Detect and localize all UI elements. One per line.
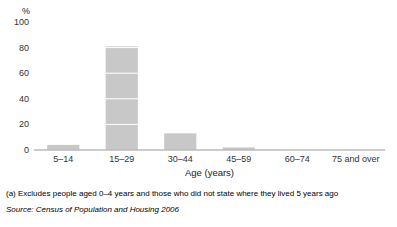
grid-line <box>34 47 385 48</box>
grid-line <box>34 22 385 23</box>
chart: 0 20 40 60 80 100 5–14 15–29 30–44 45–59 60–74 75 a… <box>0 0 397 227</box>
grid-line <box>34 124 385 125</box>
grid <box>34 22 385 150</box>
y-tick-label: 20 <box>19 119 29 129</box>
bars <box>47 46 255 150</box>
x-tick-label: 5–14 <box>53 154 73 164</box>
footnote: Source: Census of Population and Housing… <box>6 205 180 214</box>
x-tick-label: 75 and over <box>332 154 380 164</box>
grid-line <box>34 98 385 99</box>
y-tick-label: 80 <box>19 43 29 53</box>
x-axis-label: Age (years) <box>185 167 234 178</box>
grid-line <box>34 73 385 74</box>
y-tick-label: 60 <box>19 68 29 78</box>
bar <box>106 46 138 150</box>
y-tick-label: 100 <box>14 17 29 27</box>
x-tick-label: 30–44 <box>168 154 193 164</box>
grid-line <box>34 150 385 151</box>
x-axis-line <box>34 150 385 151</box>
bar <box>164 133 196 150</box>
footnote: (a) Excludes people aged 0–4 years and t… <box>6 189 339 198</box>
bar <box>47 145 79 150</box>
y-tick-label: 40 <box>19 94 29 104</box>
x-tick-label: 15–29 <box>109 154 134 164</box>
y-tick-label: 0 <box>24 145 29 155</box>
x-tick-label: 60–74 <box>285 154 310 164</box>
y-axis: 0 20 40 60 80 100 <box>14 17 29 155</box>
y-axis-label: % <box>22 6 30 16</box>
x-tick-label: 45–59 <box>226 154 251 164</box>
x-axis: 5–14 15–29 30–44 45–59 60–74 75 and over <box>53 154 379 164</box>
